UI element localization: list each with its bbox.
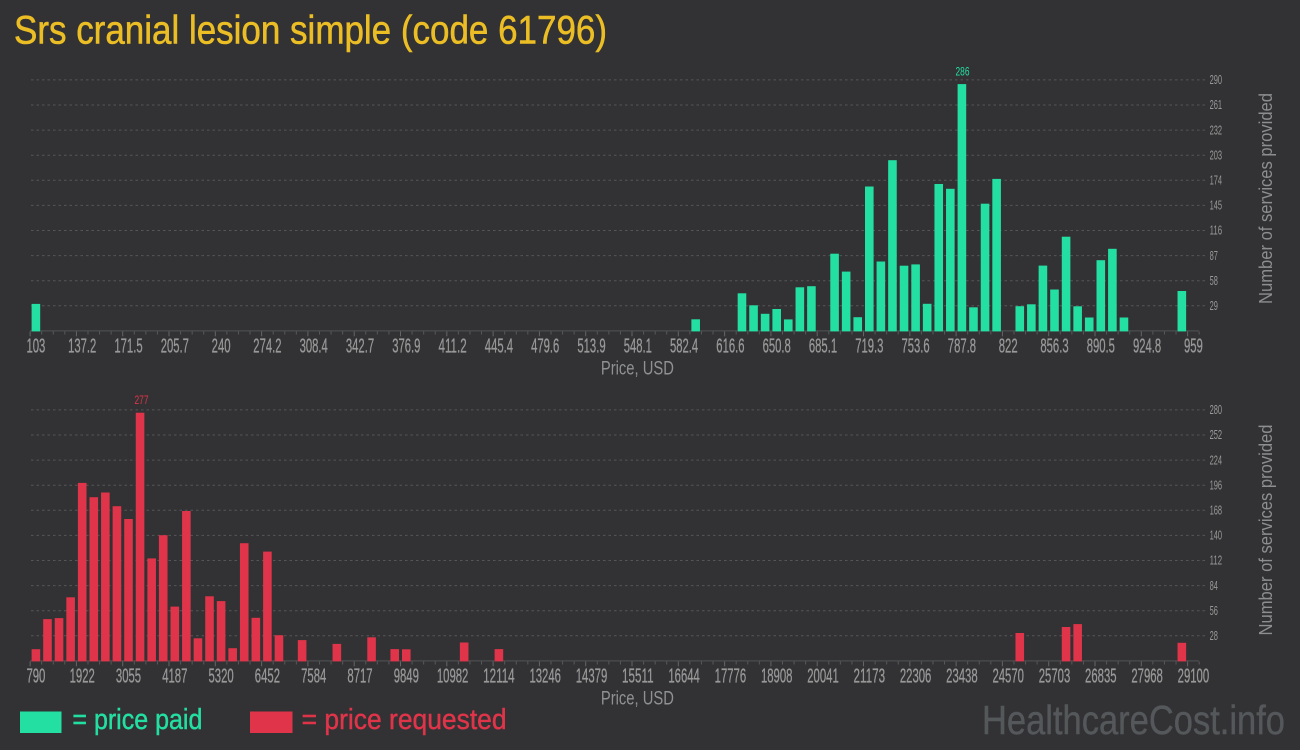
svg-text:145: 145 bbox=[1210, 199, 1223, 213]
svg-text:17776: 17776 bbox=[715, 665, 747, 687]
svg-text:445.4: 445.4 bbox=[485, 335, 513, 357]
svg-text:58: 58 bbox=[1210, 274, 1218, 288]
svg-text:87: 87 bbox=[1210, 249, 1218, 263]
svg-text:1922: 1922 bbox=[70, 665, 95, 687]
svg-text:548.1: 548.1 bbox=[624, 335, 652, 357]
svg-text:224: 224 bbox=[1210, 453, 1223, 467]
svg-text:286: 286 bbox=[956, 64, 970, 78]
svg-text:203: 203 bbox=[1210, 148, 1223, 162]
svg-text:103: 103 bbox=[26, 335, 45, 357]
svg-text:HealthcareCost.info: HealthcareCost.info bbox=[982, 697, 1285, 743]
svg-text:308.4: 308.4 bbox=[300, 335, 328, 357]
svg-text:252: 252 bbox=[1210, 428, 1223, 442]
svg-text:28: 28 bbox=[1210, 629, 1218, 643]
svg-text:7584: 7584 bbox=[301, 665, 326, 687]
svg-text:21173: 21173 bbox=[854, 665, 886, 687]
svg-text:174: 174 bbox=[1210, 174, 1223, 188]
svg-text:240: 240 bbox=[212, 335, 231, 357]
svg-text:5320: 5320 bbox=[209, 665, 234, 687]
svg-text:650.8: 650.8 bbox=[763, 335, 791, 357]
svg-text:29: 29 bbox=[1210, 299, 1218, 313]
svg-text:171.5: 171.5 bbox=[114, 335, 142, 357]
svg-text:787.8: 787.8 bbox=[948, 335, 976, 357]
svg-text:196: 196 bbox=[1210, 478, 1223, 492]
svg-text:56: 56 bbox=[1210, 604, 1218, 618]
svg-text:26835: 26835 bbox=[1085, 665, 1117, 687]
svg-text:719.3: 719.3 bbox=[855, 335, 883, 357]
svg-text:790: 790 bbox=[26, 665, 45, 687]
svg-text:582.4: 582.4 bbox=[670, 335, 698, 357]
svg-text:27968: 27968 bbox=[1131, 665, 1163, 687]
svg-text:513.9: 513.9 bbox=[577, 335, 605, 357]
svg-text:10982: 10982 bbox=[437, 665, 469, 687]
svg-text:342.7: 342.7 bbox=[346, 335, 374, 357]
svg-text:4187: 4187 bbox=[162, 665, 187, 687]
svg-text:261: 261 bbox=[1210, 98, 1223, 112]
svg-text:Number of services provided: Number of services provided bbox=[1256, 425, 1276, 636]
svg-text:14379: 14379 bbox=[576, 665, 608, 687]
svg-text:232: 232 bbox=[1210, 123, 1223, 137]
svg-text:8717: 8717 bbox=[347, 665, 372, 687]
svg-text:9849: 9849 bbox=[394, 665, 419, 687]
svg-text:140: 140 bbox=[1210, 529, 1223, 543]
svg-text:924.8: 924.8 bbox=[1133, 335, 1161, 357]
svg-text:685.1: 685.1 bbox=[809, 335, 837, 357]
svg-text:205.7: 205.7 bbox=[161, 335, 189, 357]
svg-text:376.9: 376.9 bbox=[392, 335, 420, 357]
svg-text:277: 277 bbox=[135, 393, 149, 407]
svg-text:84: 84 bbox=[1210, 579, 1218, 593]
svg-text:137.2: 137.2 bbox=[68, 335, 96, 357]
svg-text:3055: 3055 bbox=[116, 665, 141, 687]
svg-text:24570: 24570 bbox=[992, 665, 1024, 687]
svg-text:15511: 15511 bbox=[622, 665, 654, 687]
svg-text:= price paid: = price paid bbox=[72, 704, 202, 736]
svg-text:280: 280 bbox=[1210, 403, 1223, 417]
svg-text:23438: 23438 bbox=[946, 665, 978, 687]
svg-text:290: 290 bbox=[1210, 73, 1223, 87]
svg-text:822: 822 bbox=[999, 335, 1018, 357]
svg-text:29100: 29100 bbox=[1178, 665, 1210, 687]
svg-text:274.2: 274.2 bbox=[253, 335, 281, 357]
svg-text:= price requested: = price requested bbox=[302, 704, 507, 736]
svg-text:753.6: 753.6 bbox=[902, 335, 930, 357]
svg-text:856.3: 856.3 bbox=[1040, 335, 1068, 357]
svg-text:22306: 22306 bbox=[900, 665, 932, 687]
svg-text:959: 959 bbox=[1184, 335, 1203, 357]
svg-text:Srs cranial lesion simple (cod: Srs cranial lesion simple (code 61796) bbox=[14, 9, 607, 53]
svg-text:18908: 18908 bbox=[761, 665, 793, 687]
svg-text:168: 168 bbox=[1210, 504, 1223, 518]
svg-text:20041: 20041 bbox=[807, 665, 839, 687]
svg-text:Price, USD: Price, USD bbox=[601, 689, 674, 710]
svg-text:12114: 12114 bbox=[483, 665, 515, 687]
svg-text:411.2: 411.2 bbox=[439, 335, 467, 357]
svg-text:Price, USD: Price, USD bbox=[601, 359, 674, 380]
svg-text:16644: 16644 bbox=[668, 665, 700, 687]
svg-text:479.6: 479.6 bbox=[531, 335, 559, 357]
svg-text:13246: 13246 bbox=[529, 665, 561, 687]
svg-text:116: 116 bbox=[1210, 224, 1223, 238]
svg-text:6452: 6452 bbox=[255, 665, 280, 687]
svg-text:616.6: 616.6 bbox=[716, 335, 744, 357]
svg-text:25703: 25703 bbox=[1039, 665, 1071, 687]
svg-text:890.5: 890.5 bbox=[1087, 335, 1115, 357]
svg-text:112: 112 bbox=[1210, 554, 1223, 568]
svg-text:Number of services provided: Number of services provided bbox=[1256, 93, 1276, 304]
